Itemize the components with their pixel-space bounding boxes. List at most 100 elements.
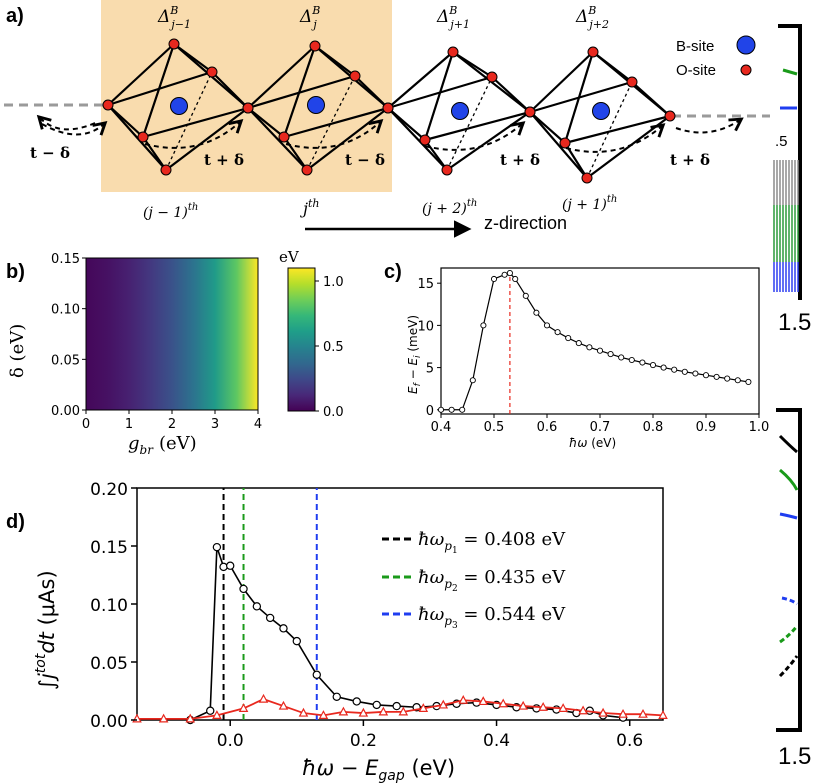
octahedron-edge	[491, 76, 531, 113]
plot-c-point	[724, 375, 731, 382]
site-label-2: jth	[300, 197, 319, 218]
plot-d-series-1-point	[206, 706, 215, 715]
plot-c-point	[543, 322, 551, 329]
plot-d-series-2-point	[338, 706, 349, 716]
strip-bars	[773, 160, 799, 292]
panel-b: b) 0 1 2 3 4 0.00 0.05 0.10 0.15 gbr (eV) δ (eV)…	[6, 248, 344, 457]
colorbar-tick-label: 0.0	[323, 405, 344, 420]
colorbar-tick-label: 0.5	[323, 340, 344, 355]
o-site-atom	[168, 38, 180, 50]
o-site-atom	[206, 66, 218, 78]
heatmap-ylabel: δ (eV)	[7, 324, 28, 378]
octahedron-edge	[529, 111, 588, 179]
octahedron-edge	[529, 51, 594, 113]
plot-d-series-2-point	[538, 701, 548, 711]
plot-d-series-2-point	[458, 695, 469, 704]
plot-d-series-2-point	[298, 707, 309, 717]
octahedron-edge	[387, 107, 426, 141]
plot-c-point	[596, 347, 604, 354]
plot-d-series-2-point	[378, 706, 389, 716]
plot-d-series-2-point	[438, 699, 449, 709]
o-site-atom	[382, 102, 394, 114]
site-label-4: (j + 1)th	[562, 194, 617, 213]
site-legend: B-site O-site	[676, 35, 756, 79]
panel-a: a) ΔB j−1 ΔB j ΔB j+1 ΔB j+2 B-site O-site t…	[4, 0, 770, 238]
plot-c-x-tick-label: 0.9	[696, 420, 717, 435]
strip-top-frame	[778, 24, 802, 300]
b-site-atom	[451, 102, 469, 120]
plot-d-x-tick-label: 0.2	[350, 731, 377, 751]
o-site-atom	[664, 110, 676, 122]
delta-label-2: ΔB j	[299, 4, 320, 31]
o-site-atom	[349, 70, 361, 82]
panel-a-highlight	[101, 0, 392, 192]
octahedron-edge	[592, 51, 633, 83]
heatmap-x-tick-label: 2	[168, 417, 176, 432]
plot-d-series-2-point	[212, 710, 222, 719]
plot-d-series-2-point	[418, 703, 429, 713]
plot-c-point	[628, 356, 635, 364]
octahedron-edge	[387, 75, 493, 110]
hop-label-2: t + δ	[204, 151, 244, 169]
plot-d-ylabel: ∫jtotdt (μAs)	[33, 570, 59, 690]
plot-d-series-2-point	[398, 706, 409, 716]
o-site-atom	[626, 76, 638, 88]
colorbar-label: eV	[279, 248, 300, 266]
heatmap-x-ticks: 0 1 2 3 4	[82, 410, 262, 432]
legend-o-site-label: O-site	[676, 62, 716, 79]
plot-c-ylabel: Ef − Ei (meV)	[406, 315, 423, 394]
panel-a-letter: a)	[6, 5, 24, 27]
octahedron-edge	[452, 51, 493, 78]
octahedron-edge	[529, 80, 633, 114]
plot-d-frame	[136, 487, 664, 721]
plot-d-series-2-point	[618, 708, 628, 718]
octahedron-edge	[165, 71, 213, 171]
hop-arrow-left	[36, 114, 96, 131]
hop-arrow-3	[424, 121, 526, 151]
strip-bottom-frame	[776, 408, 802, 732]
plot-d-series-2-point	[498, 698, 509, 708]
o-site-atom	[160, 164, 172, 176]
plot-d-x-tick-label: 0.4	[483, 731, 510, 751]
octahedron-edge	[247, 74, 356, 110]
site-label-1: (j − 1)th	[143, 202, 198, 221]
plot-c-point	[533, 309, 540, 316]
plot-c-x-tick-label: 0.4	[431, 420, 452, 435]
plot-c-y-ticks: 0 5 10 15	[417, 277, 441, 419]
octahedron-edge	[564, 114, 671, 145]
plot-c-point	[480, 322, 487, 329]
plot-c-point	[554, 329, 561, 336]
hop-label-3: t − δ	[345, 151, 385, 169]
plot-c-x-tick-label: 0.7	[590, 420, 611, 435]
plot-d-series-2-point	[518, 700, 528, 710]
octahedron-edge	[247, 107, 308, 171]
legend-text-1: ħωp1 = 0.408 eV	[418, 529, 566, 556]
octahedron-edge	[446, 76, 493, 171]
octahedron-edge	[586, 81, 633, 179]
heatmap-x-tick-label: 3	[211, 417, 219, 432]
octahedron-edge	[306, 107, 389, 171]
octahedron-edge	[165, 107, 249, 171]
strip-green-curve	[779, 468, 799, 491]
plot-d-data	[132, 542, 668, 725]
site-label-3: (j + 2)th	[422, 198, 477, 217]
plot-d-series-2-point	[318, 710, 329, 719]
plot-d-x-ticks: 0.0 0.2 0.4 0.6	[217, 720, 643, 751]
panel-d-letter: d)	[6, 511, 25, 533]
plot-c-point	[660, 364, 667, 371]
plot-c-point	[448, 406, 455, 413]
plot-d-series-1-point	[292, 636, 301, 646]
octahedron-edge	[631, 81, 671, 117]
plot-d-series-2-point	[278, 700, 289, 710]
o-site-atom	[242, 102, 254, 114]
octahedron-edge	[387, 107, 448, 171]
plot-d-y-tick-label: 0.05	[90, 654, 128, 674]
strip-black-curve-top	[778, 434, 798, 454]
octahedron-edge	[283, 136, 308, 171]
o-site-atom	[581, 172, 593, 184]
plot-d-x-tick-label: 0.0	[217, 731, 244, 751]
plot-d-series-2-point	[478, 696, 489, 706]
plot-c-point	[586, 344, 593, 351]
hop-arrows	[36, 114, 744, 153]
